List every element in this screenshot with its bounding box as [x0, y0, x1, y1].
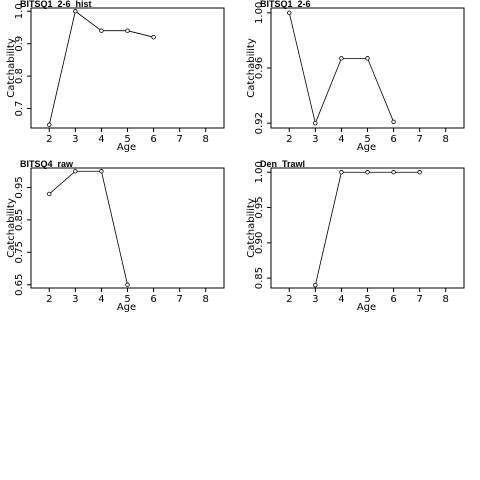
data-point	[99, 28, 104, 33]
x-tick-label: 5	[124, 134, 130, 145]
x-axis-label: Age	[357, 142, 376, 153]
x-tick-label: 2	[46, 134, 52, 145]
x-tick-label: 8	[443, 134, 449, 145]
y-tick-label: 0.95	[14, 176, 25, 198]
data-point	[151, 34, 156, 40]
data-point	[99, 169, 104, 174]
data-point	[73, 9, 78, 14]
y-tick-label: 0.8	[14, 68, 25, 84]
y-tick-label: 0.85	[254, 267, 265, 289]
panel-2: BITSQ1_2-6 2 3 4 5 6 7 8 0.92 0.96 1.00 Age Catchabi…	[246, 0, 465, 153]
x-tick-label: 8	[203, 134, 209, 145]
panel-title: BITSQ1_2-6	[260, 0, 311, 9]
x-tick-label: 7	[416, 134, 422, 145]
x-tick-label: 4	[98, 294, 104, 305]
x-tick-label: 3	[72, 134, 78, 145]
y-axis-label: Catchability	[246, 198, 257, 258]
y-tick-label: 0.75	[14, 241, 25, 263]
x-tick-label: 5	[364, 294, 370, 305]
data-point	[339, 170, 344, 175]
x-tick-label: 7	[416, 294, 422, 305]
x-tick-label: 6	[390, 294, 396, 305]
y-tick-label: 1.0	[14, 3, 25, 19]
x-axis-label: Age	[117, 302, 136, 313]
data-point	[125, 282, 130, 287]
x-tick-label: 7	[176, 134, 182, 145]
y-tick-label: 0.96	[254, 57, 265, 79]
x-tick-label: 6	[150, 134, 156, 145]
x-tick-label: 3	[312, 294, 318, 305]
x-tick-label: 6	[390, 134, 396, 145]
y-axis-label: Catchability	[6, 38, 17, 98]
data-point	[47, 191, 52, 197]
series-line	[288, 12, 394, 125]
y-tick-label: 0.95	[254, 196, 265, 218]
y-tick-label: 0.85	[14, 209, 25, 231]
y-axis-label: Catchability	[246, 38, 257, 98]
data-point	[417, 170, 422, 175]
x-tick-label: 2	[286, 134, 292, 145]
x-tick-label: 4	[338, 134, 344, 145]
x-tick-label: 3	[72, 294, 78, 305]
x-tick-label: 3	[312, 134, 318, 145]
y-tick-label: 0.65	[14, 274, 25, 296]
panel-title: BITSQ4_raw	[20, 159, 74, 169]
data-point	[287, 10, 292, 16]
data-point	[365, 170, 370, 175]
panel-4: Den_Trawl 2 3 4 5 6 7 8 0.85 0.90 0.95 1.00 Age Catch…	[246, 159, 465, 313]
y-tick-label: 0.92	[254, 112, 265, 134]
y-tick-label: 0.9	[14, 36, 25, 52]
y-tick-label: 0.90	[254, 232, 265, 254]
data-point	[47, 122, 52, 127]
y-tick-label: 1.00	[254, 161, 265, 183]
x-tick-label: 5	[124, 294, 130, 305]
y-axis-label: Catchability	[6, 198, 17, 258]
data-point	[313, 120, 318, 126]
x-tick-label: 2	[46, 294, 52, 305]
y-tick-label: 0.7	[14, 101, 25, 117]
data-point	[125, 28, 130, 33]
x-tick-label: 2	[286, 294, 292, 305]
data-point	[365, 56, 370, 61]
x-tick-label: 8	[443, 294, 449, 305]
x-tick-label: 4	[338, 294, 344, 305]
plot-frame	[30, 167, 225, 289]
data-point	[391, 119, 396, 124]
x-tick-label: 7	[176, 294, 182, 305]
y-tick-label: 1.00	[254, 2, 265, 24]
x-tick-label: 5	[364, 134, 370, 145]
x-tick-label: 6	[150, 294, 156, 305]
x-tick-label: 8	[203, 294, 209, 305]
x-axis-label: Age	[117, 142, 136, 153]
data-point	[339, 56, 344, 61]
panel-title: BITSQ1_2-6_hist	[20, 0, 92, 9]
plot-frame	[270, 7, 465, 129]
panel-1: BITSQ1_2-6_hist 2 3 4 5 6 7 8 0.7 0.8 0.9 1.0 Age Cat…	[6, 0, 225, 153]
data-point	[73, 169, 78, 174]
plot-frame	[270, 167, 465, 289]
panel-title: Den_Trawl	[260, 159, 305, 169]
plot-frame	[30, 7, 225, 129]
panel-3: BITSQ4_raw 2 3 4 5 6 7 8 0.65 0.75 0.85 0.95 Age Catc…	[6, 159, 225, 313]
x-axis-label: Age	[357, 302, 376, 313]
x-tick-label: 4	[98, 134, 104, 145]
data-point	[313, 282, 318, 288]
series-line	[48, 10, 154, 125]
series-line	[48, 170, 128, 285]
series-line	[314, 171, 420, 286]
data-point	[391, 170, 396, 175]
